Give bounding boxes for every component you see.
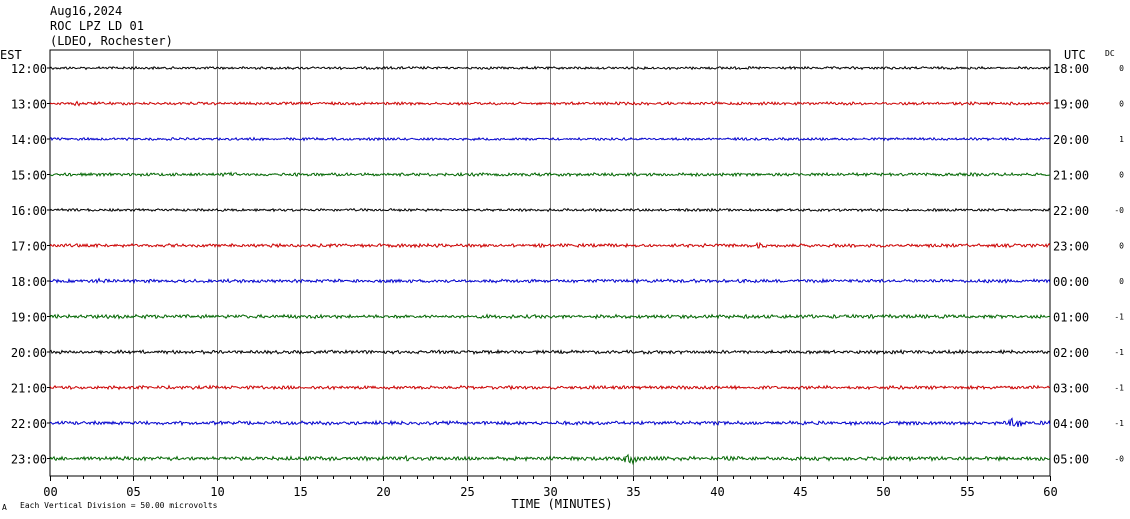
x-tick-label: 45	[793, 485, 807, 499]
row-label-utc: 02:00	[1053, 346, 1089, 360]
row-dc-value: -1	[1114, 348, 1124, 357]
seismogram-trace	[49, 171, 1051, 178]
row-label-est: 20:00	[11, 346, 47, 360]
row-dc-value: 0	[1119, 64, 1124, 73]
x-tick-label: 55	[960, 485, 974, 499]
plot-grid	[49, 49, 1051, 477]
x-tick-label: 10	[210, 485, 224, 499]
row-dc-value: 1	[1119, 135, 1124, 144]
seismogram-trace	[49, 100, 1051, 107]
x-tick-label: 00	[43, 485, 57, 499]
seismogram-trace	[49, 453, 1051, 466]
row-label-est: 21:00	[11, 382, 47, 396]
header-date: Aug16,2024	[50, 4, 123, 18]
row-label-utc: 19:00	[1053, 98, 1089, 112]
x-tick-label: 15	[293, 485, 307, 499]
row-dc-value: -1	[1114, 313, 1124, 322]
x-tick-label: 50	[876, 485, 890, 499]
seismogram-traces	[49, 65, 1051, 466]
x-tick-label: 20	[376, 485, 390, 499]
row-label-utc: 20:00	[1053, 133, 1089, 147]
est-zone-label: EST	[0, 48, 22, 62]
row-dc-value: 0	[1119, 171, 1124, 180]
row-label-utc: 00:00	[1053, 275, 1089, 289]
header-network: (LDEO, Rochester)	[50, 34, 173, 48]
row-label-utc: 04:00	[1053, 417, 1089, 431]
row-label-est: 18:00	[11, 275, 47, 289]
seismogram-trace	[49, 384, 1051, 391]
seismogram-trace	[49, 241, 1051, 249]
seismogram-trace	[49, 207, 1051, 213]
row-label-est: 16:00	[11, 204, 47, 218]
row-label-est: 17:00	[11, 240, 47, 254]
seismogram-trace	[49, 65, 1051, 71]
row-dc-value: -1	[1114, 419, 1124, 428]
x-tick-label: 05	[126, 485, 140, 499]
x-tick-label: 30	[543, 485, 557, 499]
x-tick-label: 25	[460, 485, 474, 499]
row-label-est: 12:00	[11, 62, 47, 76]
seismogram-trace	[49, 277, 1051, 285]
row-dc-value: -0	[1114, 206, 1124, 215]
row-label-utc: 03:00	[1053, 382, 1089, 396]
x-axis-label: TIME (MINUTES)	[511, 497, 612, 511]
row-dc-value: -1	[1114, 384, 1124, 393]
row-dc-value: 0	[1119, 100, 1124, 109]
row-label-utc: 05:00	[1053, 453, 1089, 467]
row-label-est: 23:00	[11, 453, 47, 467]
row-label-utc: 23:00	[1053, 240, 1089, 254]
dc-label: DC	[1105, 49, 1115, 58]
x-tick-label: 60	[1043, 485, 1057, 499]
row-dc-value: 0	[1119, 242, 1124, 251]
row-label-utc: 01:00	[1053, 311, 1089, 325]
row-label-utc: 18:00	[1053, 62, 1089, 76]
footer-mark: A	[2, 503, 7, 512]
row-label-est: 14:00	[11, 133, 47, 147]
utc-zone-label: UTC	[1064, 48, 1086, 62]
header-station: ROC LPZ LD 01	[50, 19, 144, 33]
row-label-est: 22:00	[11, 417, 47, 431]
seismogram-trace	[49, 348, 1051, 356]
row-label-est: 15:00	[11, 169, 47, 183]
seismogram-trace	[49, 417, 1051, 427]
row-label-utc: 22:00	[1053, 204, 1089, 218]
row-label-utc: 21:00	[1053, 169, 1089, 183]
x-tick-label: 35	[626, 485, 640, 499]
x-axis: 00 05 10 15 20 25 30 35 40 45 50 55 60	[43, 476, 1058, 499]
row-label-est: 19:00	[11, 311, 47, 325]
seismogram-trace	[49, 136, 1051, 142]
seismogram-trace	[49, 313, 1051, 320]
x-tick-label: 40	[710, 485, 724, 499]
row-dc-value: -0	[1114, 455, 1124, 464]
row-label-est: 13:00	[11, 98, 47, 112]
row-labels: 12:00 18:00 0 13:00 19:00 0 14:00 20:00 1 15:00 21…	[11, 62, 1124, 467]
row-dc-value: 0	[1119, 277, 1124, 286]
footer-scale-note: Each Vertical Division = 50.00 microvolt…	[20, 501, 218, 510]
